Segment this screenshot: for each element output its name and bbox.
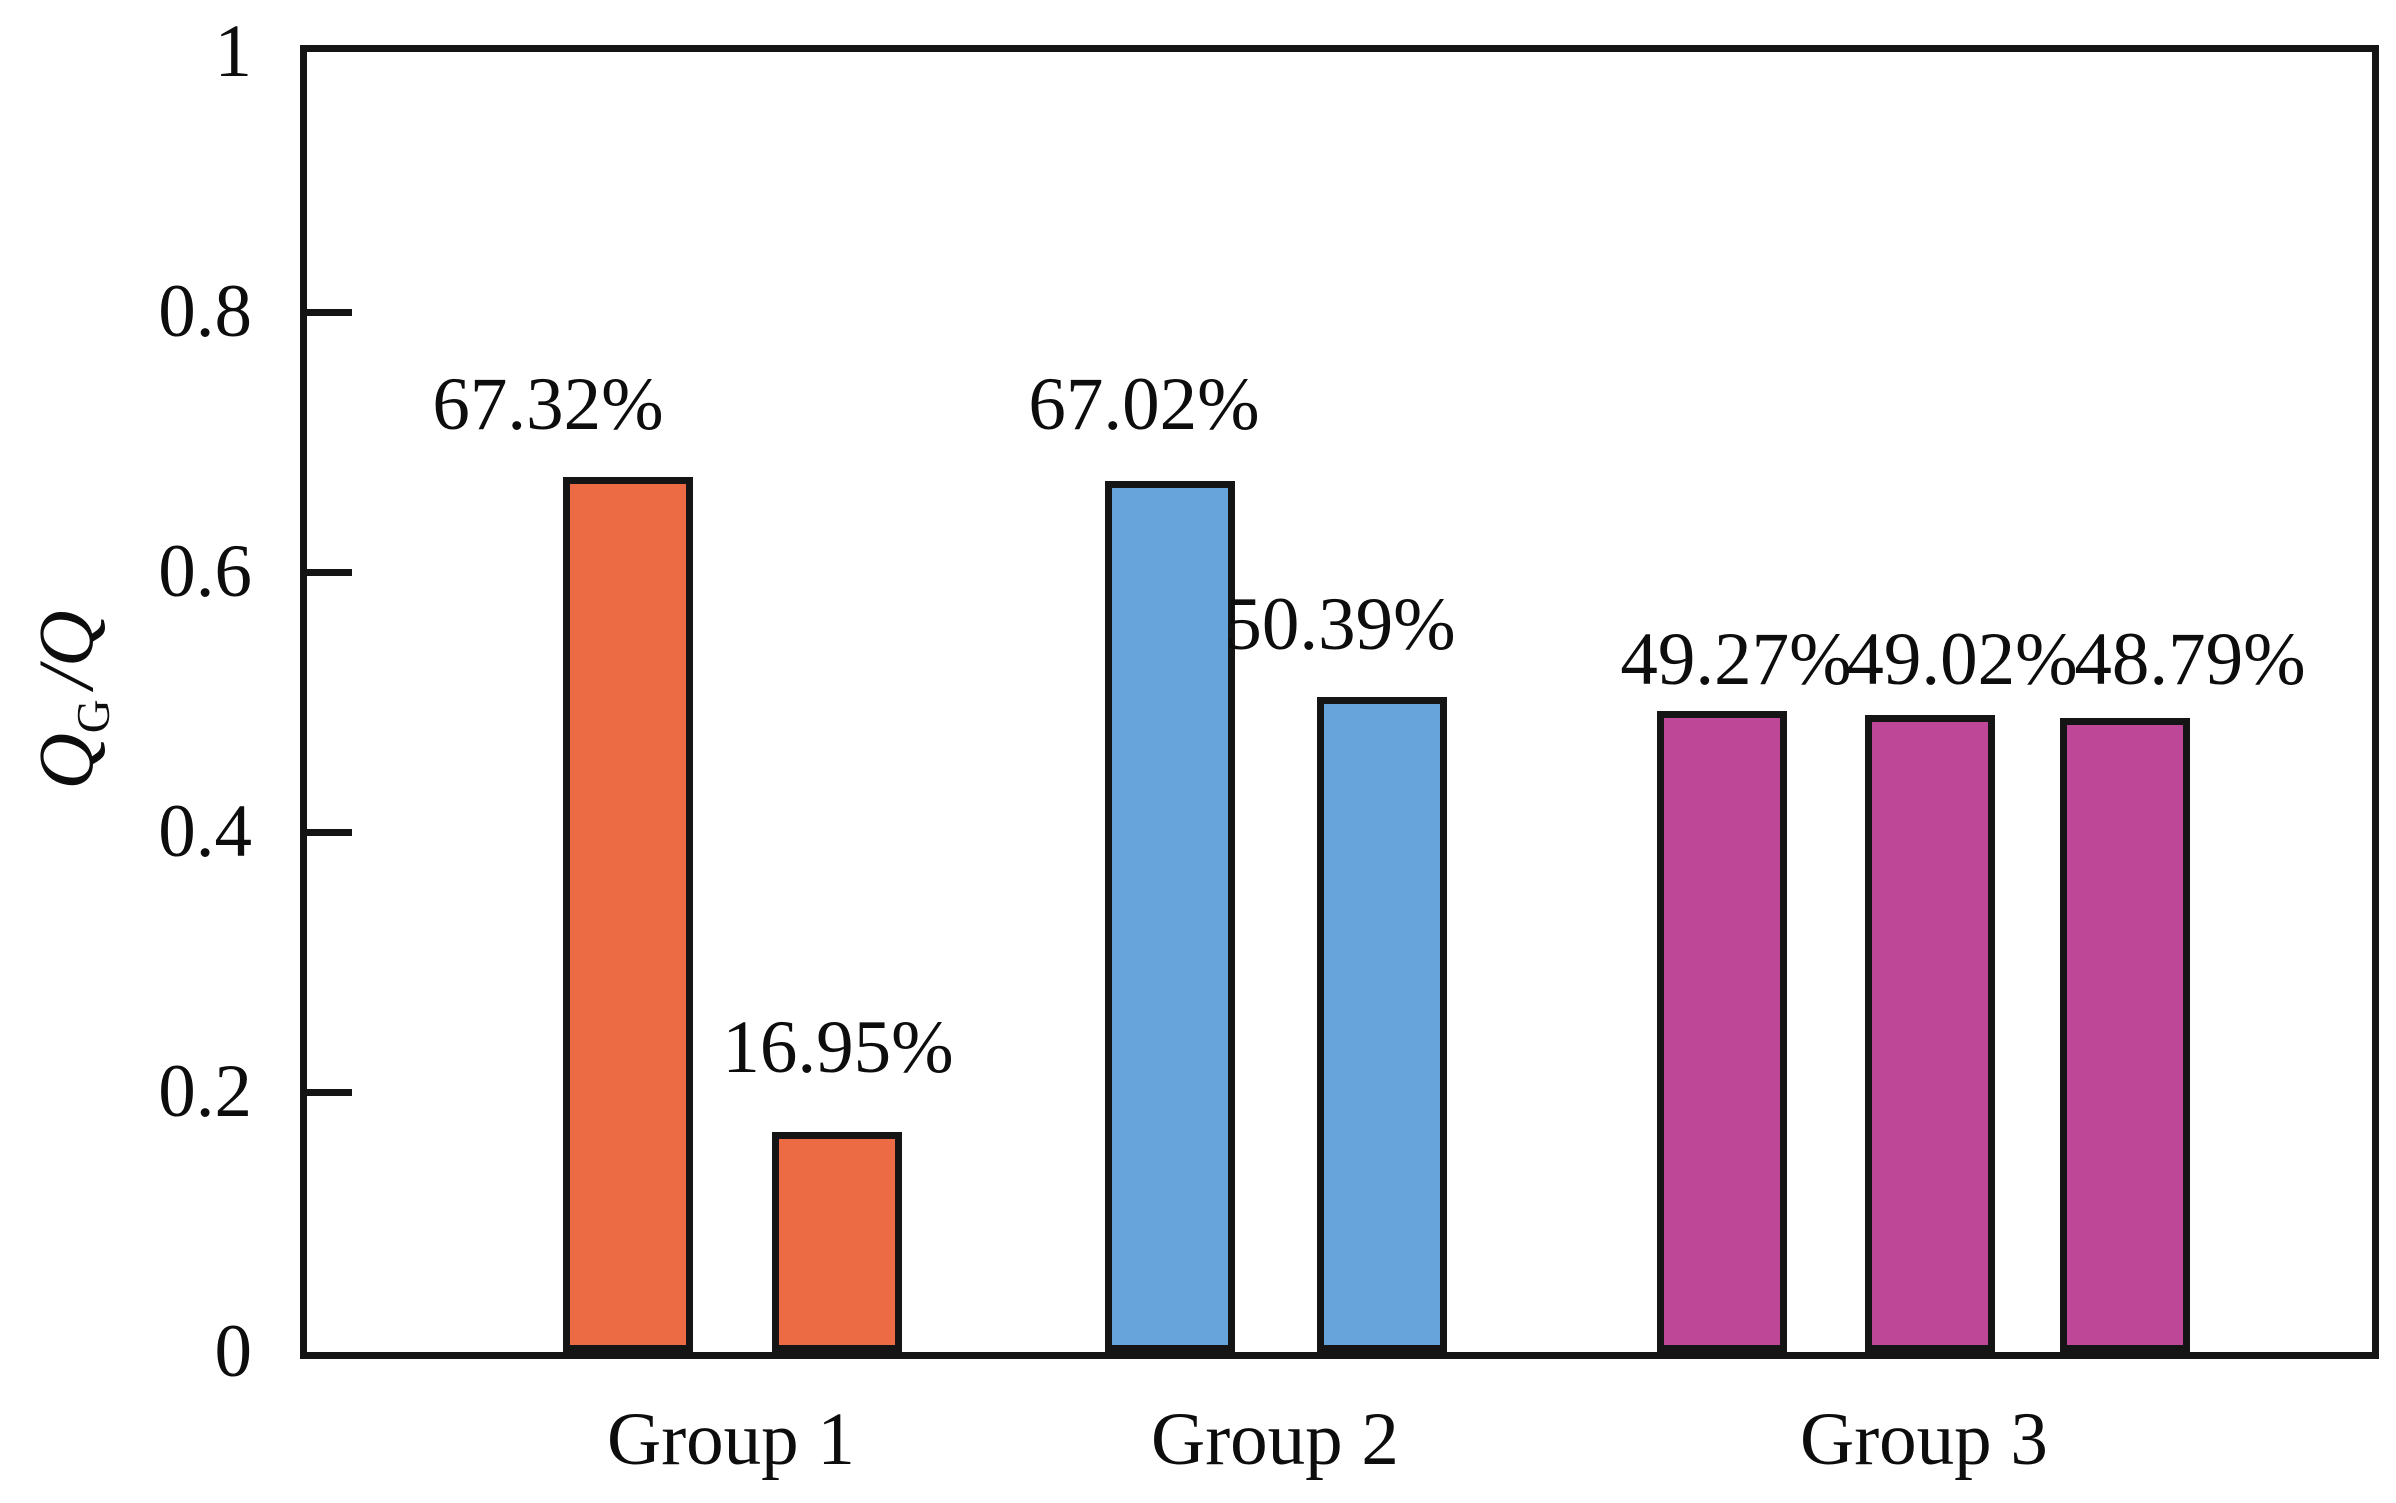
y-axis-title-separator: / bbox=[22, 666, 109, 689]
y-tick-label: 0 bbox=[214, 1310, 253, 1393]
y-tick-mark bbox=[307, 308, 352, 316]
bar-group2-1 bbox=[1105, 481, 1235, 1352]
bar-group1-1 bbox=[563, 477, 693, 1352]
y-tick-label: 0.2 bbox=[158, 1050, 252, 1133]
bar-value-label: 16.95% bbox=[722, 1006, 954, 1089]
bar-value-label: 67.02% bbox=[1028, 363, 1260, 446]
y-tick-label: 0.4 bbox=[158, 790, 252, 873]
bar-group2-2 bbox=[1317, 697, 1447, 1352]
plot-area bbox=[300, 45, 2379, 1359]
x-group-label: Group 3 bbox=[1800, 1398, 2048, 1481]
bar-value-label: 49.02% bbox=[1846, 618, 2078, 701]
bar-value-label: 48.79% bbox=[2074, 618, 2306, 701]
y-axis-title-subscript: G bbox=[67, 699, 120, 734]
y-tick-label: 0.6 bbox=[158, 530, 252, 613]
y-tick-label: 0.8 bbox=[158, 270, 252, 353]
bar-value-label: 50.39% bbox=[1224, 583, 1456, 666]
bar-value-label: 67.32% bbox=[432, 363, 664, 446]
y-tick-label: 1 bbox=[214, 10, 253, 93]
y-axis-title-denominator: Q bbox=[22, 610, 109, 667]
x-group-label: Group 1 bbox=[607, 1398, 855, 1481]
bar-group3-2 bbox=[1865, 715, 1995, 1352]
bar-group1-2 bbox=[772, 1132, 902, 1352]
y-axis-title-numerator: Q bbox=[22, 733, 109, 790]
bar-group3-3 bbox=[2060, 718, 2190, 1352]
y-tick-mark bbox=[307, 1088, 352, 1096]
x-group-label: Group 2 bbox=[1151, 1398, 1399, 1481]
y-axis-title: QG/Q bbox=[22, 610, 120, 789]
bar-value-label: 49.27% bbox=[1620, 618, 1852, 701]
bar-group3-1 bbox=[1657, 711, 1787, 1352]
y-tick-mark bbox=[307, 828, 352, 836]
y-tick-mark bbox=[307, 568, 352, 576]
